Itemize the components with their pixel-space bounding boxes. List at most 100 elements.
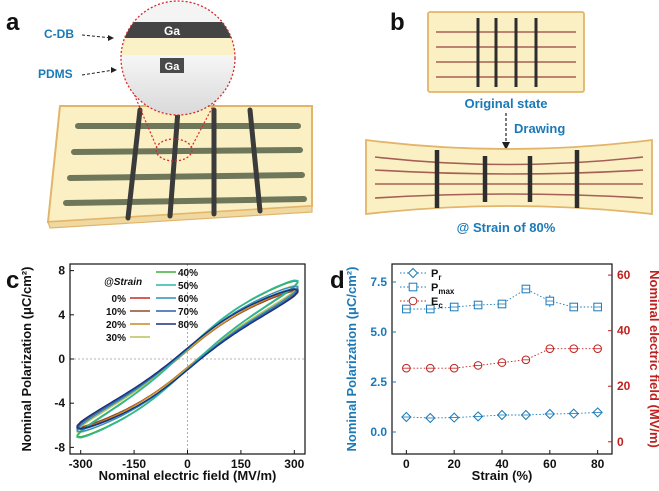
series-Ec	[402, 344, 602, 373]
drawing-arrow-icon	[502, 142, 510, 150]
legend-label: 60%	[178, 294, 198, 305]
legend-label: 10%	[106, 307, 126, 318]
original-vertical-wires	[476, 18, 538, 87]
panel-d-letter: d	[330, 267, 345, 294]
legend-label: 50%	[178, 281, 198, 292]
legend-label-sub: r	[438, 273, 441, 282]
legend-label: 0%	[112, 294, 127, 305]
y-right-tick-label: 60	[617, 268, 631, 282]
original-horizontal-wires	[436, 31, 576, 78]
panel-a: a	[6, 0, 313, 229]
pdms-pointer	[81, 69, 115, 76]
pdms-arrow-icon	[111, 67, 117, 73]
panel-c: c -300 -150 0 150 300 -8 -4 0 4 8 Nominal electric…	[6, 263, 306, 483]
wire-horizontal	[63, 196, 307, 206]
panel-b: b Original state Drawing	[365, 9, 653, 235]
y-left-axis-label: Nominal Polarization (μC/cm²)	[344, 267, 359, 452]
legend-label-sub: max	[438, 287, 455, 296]
series-line	[406, 348, 598, 369]
loop-60pct	[76, 285, 299, 433]
x-tick-label: 20	[447, 457, 461, 471]
legend: @Strain 0% 10% 20% 30% 40% 50% 60% 70% 80%	[104, 268, 198, 344]
wire-vertical	[247, 107, 263, 214]
y-right-axis-label: Nominal electric field (MV/m)	[647, 270, 659, 448]
hysteresis-chart: -300 -150 0 150 300 -8 -4 0 4 8 Nominal electric f…	[19, 263, 306, 483]
loop-80pct	[76, 288, 299, 430]
y-tick-label: 0	[58, 352, 65, 366]
y-right-tick-label: 0	[617, 435, 624, 449]
legend-label: 80%	[178, 320, 198, 331]
legend-label-sub: c	[438, 301, 443, 310]
y-right-tick-label: 20	[617, 379, 631, 393]
loop-50pct	[76, 279, 299, 439]
strain-dependence-chart: 0 20 40 60 80 0.0 2.5 5.0 7.5 0 20 40 60 Strain (%) No…	[344, 263, 659, 483]
x-tick-label: 60	[543, 457, 557, 471]
x-tick-label: 0	[184, 457, 191, 471]
stretched-substrate	[365, 138, 653, 216]
callout-cross-section: Ga Ga	[120, 0, 236, 116]
ga-label-bottom: Ga	[165, 61, 181, 73]
pdms-label: PDMS	[38, 67, 73, 81]
stretched-horizontal-wires	[374, 156, 644, 199]
ga-layer-top	[121, 22, 235, 38]
cdb-arrow-icon	[108, 35, 114, 41]
y-tick-label: 4	[58, 308, 65, 322]
legend-label: Ec	[431, 296, 443, 310]
wire-horizontal	[374, 156, 644, 166]
drawing-label: Drawing	[514, 121, 565, 136]
legend-label: 20%	[106, 320, 126, 331]
x-tick-label: 80	[591, 457, 605, 471]
x-tick-label: 300	[284, 457, 304, 471]
x-axis-label: Strain (%)	[472, 468, 533, 483]
marker-circle	[408, 296, 418, 306]
y-tick-label: 8	[58, 264, 65, 278]
legend-label: Pr	[431, 268, 441, 282]
panel-b-letter: b	[390, 9, 405, 36]
series-Pr	[401, 407, 603, 424]
zoom-region	[155, 138, 193, 162]
legend-label-main: P	[431, 282, 438, 294]
wire-vertical	[167, 107, 181, 219]
wire-vertical	[125, 107, 143, 221]
original-substrate	[427, 11, 585, 93]
y-left-tick-label: 7.5	[370, 275, 387, 289]
x-axis-label: Nominal electric field (MV/m)	[99, 468, 277, 483]
wire-horizontal	[67, 172, 305, 181]
x-tick-label: -150	[122, 457, 146, 471]
x-tick-label: 0	[403, 457, 410, 471]
panel-c-letter: c	[6, 267, 19, 294]
strain-label: @ Strain of 80%	[457, 220, 556, 235]
callout-border	[120, 0, 236, 116]
y-tick-label: -8	[54, 440, 65, 454]
y-axis-label: Nominal Polarization (μC/cm²)	[19, 267, 34, 452]
x-tick-label: 40	[495, 457, 509, 471]
wire-horizontal	[374, 169, 644, 175]
legend-label-main: P	[431, 268, 438, 280]
legend-label-main: E	[431, 296, 438, 308]
legend-title: @Strain	[104, 277, 142, 288]
original-state-label: Original state	[464, 96, 547, 111]
x-tick-label: -300	[69, 457, 93, 471]
green-wires	[63, 123, 307, 206]
x-tick-label: 150	[231, 457, 251, 471]
y-left-tick-label: 2.5	[370, 375, 387, 389]
wire-horizontal	[71, 147, 303, 155]
legend-label: Pmax	[431, 282, 455, 296]
ga-label-top: Ga	[164, 24, 180, 38]
ga-electrode-bottom	[160, 58, 184, 73]
stretched-vertical-wires	[434, 150, 580, 208]
panel-a-letter: a	[6, 9, 20, 36]
legend-label: 30%	[106, 333, 126, 344]
cdb-layer	[121, 38, 235, 55]
dark-wires	[125, 107, 263, 221]
cdb-pointer	[81, 34, 113, 39]
cdb-label: C-DB	[44, 27, 74, 41]
zoom-line-right	[190, 67, 234, 149]
legend-label: 70%	[178, 307, 198, 318]
y-right-tick-label: 40	[617, 324, 631, 338]
marker-diamond	[407, 267, 419, 279]
y-left-tick-label: 0.0	[370, 425, 387, 439]
marker-square	[408, 282, 418, 292]
